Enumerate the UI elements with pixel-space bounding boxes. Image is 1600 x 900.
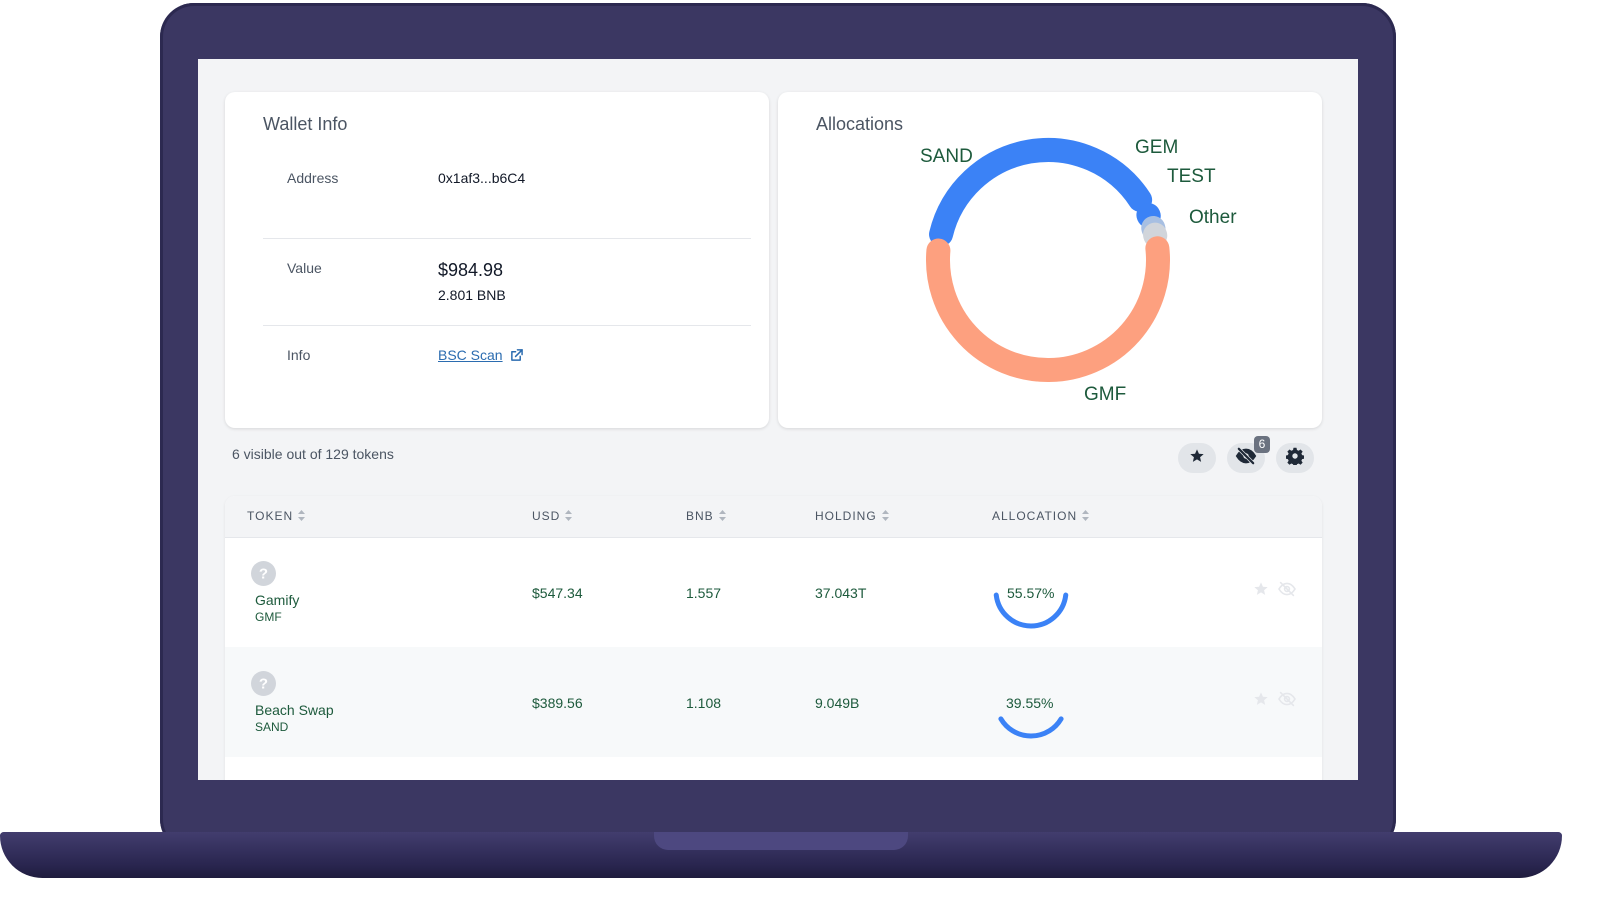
bsc-scan-link-wrap: BSC Scan xyxy=(438,347,524,365)
column-label: USD xyxy=(532,509,561,523)
table-row[interactable] xyxy=(225,757,1322,780)
donut-label-sand: SAND xyxy=(920,146,973,167)
value-block: $984.98 2.801 BNB xyxy=(438,260,506,303)
bsc-scan-link[interactable]: BSC Scan xyxy=(438,347,503,363)
svg-text:?: ? xyxy=(259,566,268,583)
column-header-holding[interactable]: HOLDING xyxy=(815,509,889,524)
sort-icon xyxy=(298,510,306,524)
eye-slash-icon xyxy=(1235,446,1257,470)
token-name[interactable]: Beach Swap xyxy=(255,702,334,718)
token-table: TOKEN USD BNB HOLDING ALLOCATION ? Gamif… xyxy=(225,496,1322,780)
settings-button[interactable] xyxy=(1276,443,1314,473)
allocation-ring-fill xyxy=(993,592,1069,629)
svg-text:?: ? xyxy=(259,676,268,693)
hide-eye-slash-icon[interactable] xyxy=(1277,691,1297,712)
unknown-token-icon: ? xyxy=(251,561,276,586)
donut-segment-sand xyxy=(929,138,1153,247)
star-icon xyxy=(1189,448,1205,469)
bnb-value: 1.108 xyxy=(686,695,722,711)
favorite-star-icon[interactable] xyxy=(1253,581,1269,602)
column-label: BNB xyxy=(686,509,714,523)
sort-icon xyxy=(1082,510,1090,524)
donut-label-gmf: GMF xyxy=(1084,384,1127,405)
bnb-value: 1.557 xyxy=(686,585,722,601)
allocation-ring xyxy=(993,592,1069,629)
address-label: Address xyxy=(287,170,339,186)
column-label: TOKEN xyxy=(247,509,294,523)
column-label: ALLOCATION xyxy=(992,509,1078,523)
wallet-info-card: Wallet Info Address 0x1af3...b6C4 Value … xyxy=(225,92,769,428)
allocation-ring xyxy=(998,716,1064,739)
address-value: 0x1af3...b6C4 xyxy=(438,170,526,186)
token-name[interactable]: Gamify xyxy=(255,592,300,608)
table-row[interactable]: ? Beach Swap SAND $389.56 1.108 9.049B 3… xyxy=(225,647,1322,757)
laptop-notch xyxy=(654,832,908,850)
wallet-info-title: Wallet Info xyxy=(263,114,348,134)
holding-value: 37.043T xyxy=(815,585,867,601)
donut-label-gem: GEM xyxy=(1135,137,1179,158)
column-header-token[interactable]: TOKEN xyxy=(247,509,306,524)
token-symbol: SAND xyxy=(255,720,289,734)
value-label: Value xyxy=(287,260,322,276)
sort-icon xyxy=(565,510,573,524)
column-header-usd[interactable]: USD xyxy=(532,509,573,524)
value-bnb: 2.801 BNB xyxy=(438,287,506,303)
address-row: Address 0x1af3...b6C4 xyxy=(263,162,751,239)
value-row: Value $984.98 2.801 BNB xyxy=(263,238,751,326)
allocations-card: Allocations SAND GEM TEST Other GMF xyxy=(778,92,1322,428)
hide-eye-slash-icon[interactable] xyxy=(1277,581,1297,602)
app-screen: Wallet Info Address 0x1af3...b6C4 Value … xyxy=(198,59,1358,780)
column-label: HOLDING xyxy=(815,509,877,523)
allocations-title: Allocations xyxy=(816,114,904,134)
allocation-donut-chart xyxy=(926,138,1170,383)
holding-value: 9.049B xyxy=(815,695,860,711)
info-row: Info BSC Scan xyxy=(263,325,751,385)
sort-icon xyxy=(718,510,726,524)
column-header-bnb[interactable]: BNB xyxy=(686,509,726,524)
donut-label-test: TEST xyxy=(1167,166,1216,187)
usd-value: $389.56 xyxy=(532,695,583,711)
hidden-count-badge: 6 xyxy=(1254,436,1270,453)
donut-segment-gmf xyxy=(926,236,1170,383)
token-symbol: GMF xyxy=(255,610,282,624)
info-label: Info xyxy=(287,347,311,363)
allocation-ring-fill xyxy=(998,716,1064,739)
gear-icon xyxy=(1285,447,1305,470)
table-header: TOKEN USD BNB HOLDING ALLOCATION xyxy=(225,496,1322,538)
sort-icon xyxy=(881,510,889,524)
favorite-star-icon[interactable] xyxy=(1253,691,1269,712)
allocation-percent: 39.55% xyxy=(1006,695,1054,711)
column-header-allocation[interactable]: ALLOCATION xyxy=(992,509,1090,524)
external-link-icon[interactable] xyxy=(510,349,524,365)
allocation-percent: 55.57% xyxy=(1007,585,1055,601)
value-usd: $984.98 xyxy=(438,260,504,280)
donut-label-other: Other xyxy=(1189,207,1237,228)
table-row[interactable]: ? Gamify GMF $547.34 1.557 37.043T 55.57… xyxy=(225,537,1322,647)
usd-value: $547.34 xyxy=(532,585,583,601)
favorites-filter-button[interactable] xyxy=(1178,443,1216,473)
tokens-count: 6 visible out of 129 tokens xyxy=(232,446,394,462)
unknown-token-icon: ? xyxy=(251,671,276,696)
